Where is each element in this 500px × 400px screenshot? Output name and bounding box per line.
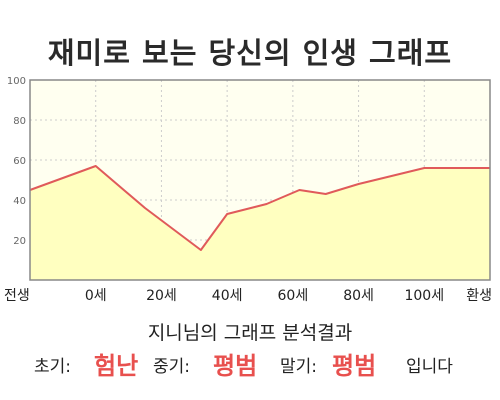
x-tick-label: 전생 [4, 288, 30, 304]
x-tick-labels: 전생 0세 20세 40세 60세 80세 100세 환생 [4, 288, 492, 304]
mid-verdict: 평범 [213, 352, 258, 380]
y-tick-label: 100 [7, 76, 26, 87]
early-label: 초기: [34, 357, 72, 377]
life-line [29, 165, 490, 251]
analysis-heading: 지니님의 그래프 분석결과 [147, 322, 353, 344]
late-verdict: 평범 [332, 352, 377, 380]
x-tick-label: 20세 [146, 288, 177, 304]
page-title: 재미로 보는 당신의 인생 그래프 [47, 36, 453, 70]
life-series-line [29, 165, 490, 251]
closing-text: 입니다 [406, 357, 453, 377]
early-verdict: 험난 [94, 352, 139, 380]
x-tick-label: 환생 [466, 288, 492, 304]
plot-frame [29, 79, 491, 281]
y-tick-label: 60 [13, 156, 26, 167]
x-tick-label: 100세 [404, 288, 444, 304]
y-tick-label: 20 [13, 236, 26, 247]
x-tick-label: 40세 [212, 288, 243, 304]
y-tick-label: 80 [13, 116, 26, 127]
mid-label: 중기: [153, 357, 191, 377]
x-tick-label: 80세 [343, 288, 374, 304]
area-fill [30, 166, 490, 280]
x-tick-label: 0세 [85, 288, 107, 304]
axes [29, 79, 491, 281]
area-shape [30, 166, 490, 280]
y-tick-label: 40 [13, 196, 26, 207]
late-label: 말기: [280, 357, 318, 377]
y-tick-labels: 20 40 60 80 100 [7, 76, 26, 247]
x-tick-label: 60세 [278, 288, 309, 304]
